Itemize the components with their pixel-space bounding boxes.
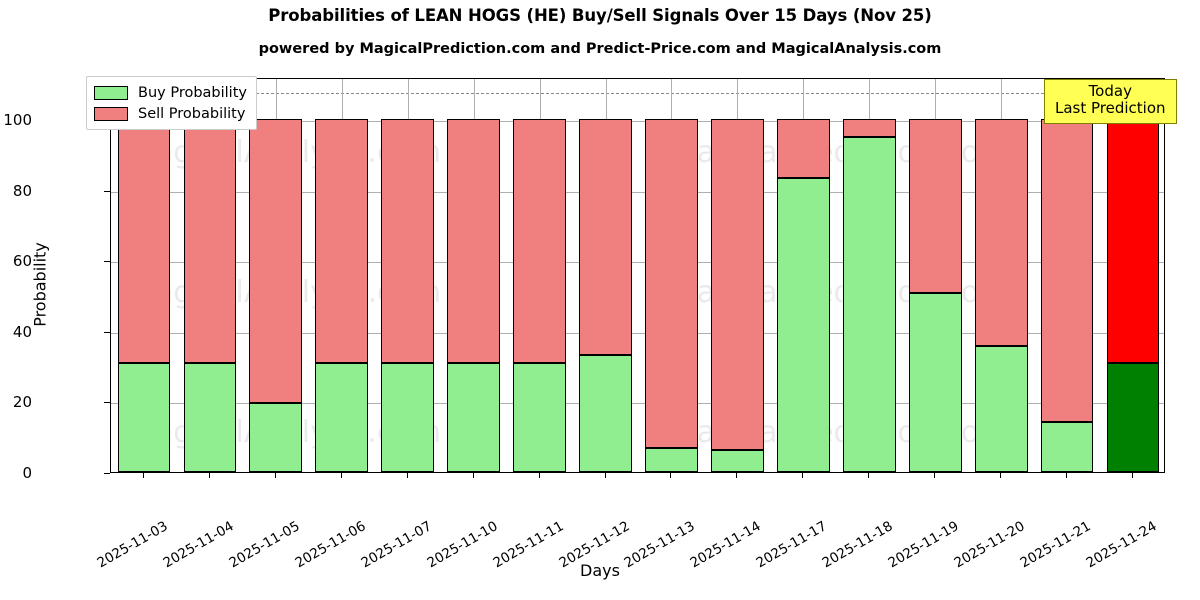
x-axis-tick-mark [868, 473, 870, 478]
x-axis-tick-mark [208, 473, 210, 478]
x-axis-tick-mark [340, 473, 342, 478]
bar-segment-buy[interactable] [183, 362, 237, 472]
bar-segment-sell[interactable] [183, 119, 237, 363]
bar-stack[interactable] [974, 77, 1028, 472]
bar-segment-buy[interactable] [579, 354, 632, 472]
legend-label-sell: Sell Probability [138, 105, 246, 122]
bar-segment-buy[interactable] [974, 346, 1028, 472]
bar-segment-buy[interactable] [645, 448, 698, 472]
today-annotation-line2: Last Prediction [1055, 99, 1166, 118]
bar-segment-buy[interactable] [117, 362, 171, 472]
bar-segment-buy[interactable] [711, 450, 764, 472]
bar-segment-sell[interactable] [711, 119, 764, 451]
bar-segment-buy[interactable] [447, 362, 501, 472]
bar-segment-buy[interactable] [842, 136, 896, 472]
y-axis-tick-label: 80 [12, 181, 32, 200]
bar-stack[interactable] [447, 77, 501, 472]
legend-swatch-buy [94, 85, 128, 100]
bar-stack[interactable] [117, 77, 171, 472]
y-axis-tick-mark [104, 331, 110, 333]
bar-segment-sell[interactable] [117, 119, 171, 363]
y-axis-tick-label: 60 [12, 252, 32, 271]
bar-segment-buy[interactable] [1106, 362, 1160, 472]
bar-stack[interactable] [1106, 77, 1160, 472]
today-annotation-line1: Today [1088, 82, 1132, 100]
bar-stack[interactable] [381, 77, 435, 472]
bar-stack[interactable] [249, 77, 303, 472]
gridline-horizontal [111, 403, 1164, 405]
bar-segment-sell[interactable] [1106, 119, 1160, 363]
x-axis-title: Days [580, 561, 620, 580]
x-axis-tick-mark [538, 473, 540, 478]
bar-stack[interactable] [842, 77, 896, 472]
bar-segment-sell[interactable] [908, 119, 962, 294]
bar-stack[interactable] [183, 77, 237, 472]
x-axis-tick-mark [736, 473, 738, 478]
plot-area: MagicalAnalysis.comMagicalPrediction.com… [110, 78, 1165, 473]
bar-segment-buy[interactable] [908, 293, 962, 472]
bar-segment-sell[interactable] [447, 119, 501, 363]
legend-item-buy: Buy Probability [94, 82, 247, 103]
x-axis-tick-mark [1066, 473, 1068, 478]
y-axis-title: Probability [30, 242, 50, 327]
page-title: Probabilities of LEAN HOGS (HE) Buy/Sell… [268, 6, 932, 25]
bar-segment-sell[interactable] [315, 119, 369, 363]
x-axis-tick-mark [274, 473, 276, 478]
x-axis-tick-mark [1000, 473, 1002, 478]
x-axis-tick-mark [142, 473, 144, 478]
x-axis-tick-mark [604, 473, 606, 478]
bar-stack[interactable] [1040, 77, 1094, 472]
x-axis-tick-mark [934, 473, 936, 478]
x-axis-tick-mark [472, 473, 474, 478]
reference-line [111, 93, 1164, 95]
bar-stack[interactable] [579, 77, 632, 472]
bar-segment-sell[interactable] [579, 119, 632, 355]
bar-segment-buy[interactable] [381, 362, 435, 472]
x-axis-tick-mark [406, 473, 408, 478]
bar-segment-buy[interactable] [776, 178, 830, 472]
bar-segment-sell[interactable] [974, 119, 1028, 347]
y-axis-tick-mark [104, 190, 110, 192]
bar-segment-sell[interactable] [513, 119, 566, 363]
bar-stack[interactable] [711, 77, 764, 472]
y-axis-tick-label: 20 [12, 393, 32, 412]
y-axis-tick-label: 40 [12, 322, 32, 341]
bar-segment-sell[interactable] [645, 119, 698, 448]
x-axis-tick-mark [1132, 473, 1134, 478]
x-axis-tick-mark [802, 473, 804, 478]
bar-segment-buy[interactable] [1040, 422, 1094, 472]
bar-segment-buy[interactable] [249, 402, 303, 472]
bar-segment-sell[interactable] [381, 119, 435, 363]
gridline-horizontal [111, 191, 1164, 193]
chart-legend: Buy Probability Sell Probability [86, 76, 257, 130]
y-axis-tick-mark [104, 261, 110, 263]
bar-segment-sell[interactable] [776, 119, 830, 179]
legend-swatch-sell [94, 106, 128, 121]
bar-stack[interactable] [315, 77, 369, 472]
legend-item-sell: Sell Probability [94, 103, 247, 124]
gridline-horizontal [111, 262, 1164, 264]
bar-segment-buy[interactable] [513, 362, 566, 472]
gridline-horizontal [111, 332, 1164, 334]
x-axis-tick-mark [670, 473, 672, 478]
legend-label-buy: Buy Probability [138, 84, 247, 101]
y-axis-tick-mark [104, 402, 110, 404]
bar-segment-sell[interactable] [842, 119, 896, 137]
bar-segment-buy[interactable] [315, 362, 369, 472]
bar-segment-sell[interactable] [249, 119, 303, 403]
bar-segment-sell[interactable] [1040, 119, 1094, 423]
bar-stack[interactable] [776, 77, 830, 472]
bar-stack[interactable] [513, 77, 566, 472]
bar-stack[interactable] [908, 77, 962, 472]
chart-subtitle: powered by MagicalPrediction.com and Pre… [258, 41, 942, 57]
bar-stack[interactable] [645, 77, 698, 472]
y-axis-tick-label: 100 [3, 111, 32, 130]
gridline-horizontal [111, 121, 1164, 123]
y-axis-tick-mark [104, 473, 110, 474]
today-annotation: Today Last Prediction [1044, 79, 1177, 124]
y-axis-tick-label: 0 [22, 464, 32, 482]
